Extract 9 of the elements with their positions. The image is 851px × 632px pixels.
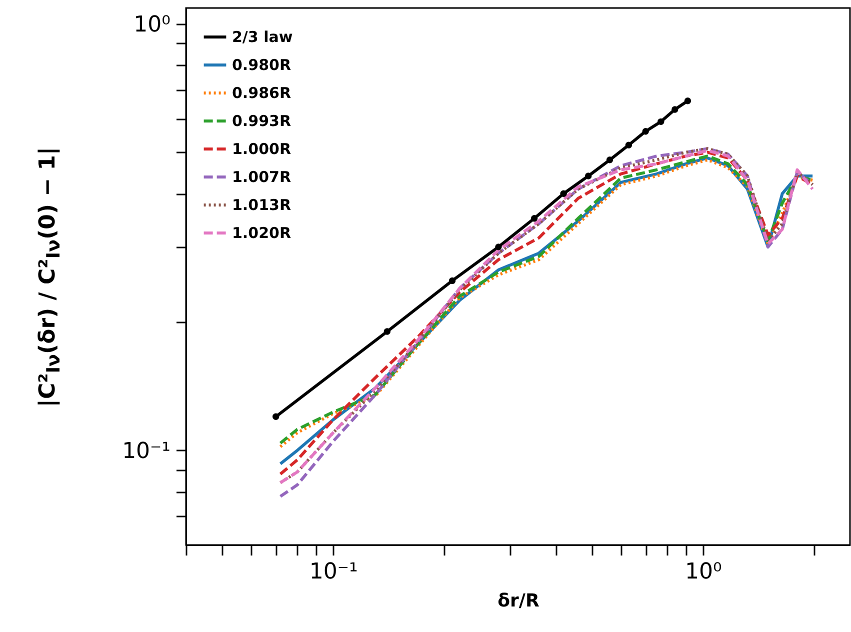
- legend-label: 1.013R: [232, 196, 292, 214]
- legend-label: 1.000R: [232, 140, 292, 158]
- legend-label: 0.993R: [232, 112, 292, 130]
- legend-label: 1.020R: [232, 224, 292, 242]
- legend-label: 0.980R: [232, 56, 292, 74]
- legend-label: 2/3 law: [232, 28, 293, 46]
- x-axis-title: δr/R: [498, 590, 540, 612]
- legend-label: 0.986R: [232, 84, 292, 102]
- legend-label: 1.007R: [232, 168, 292, 186]
